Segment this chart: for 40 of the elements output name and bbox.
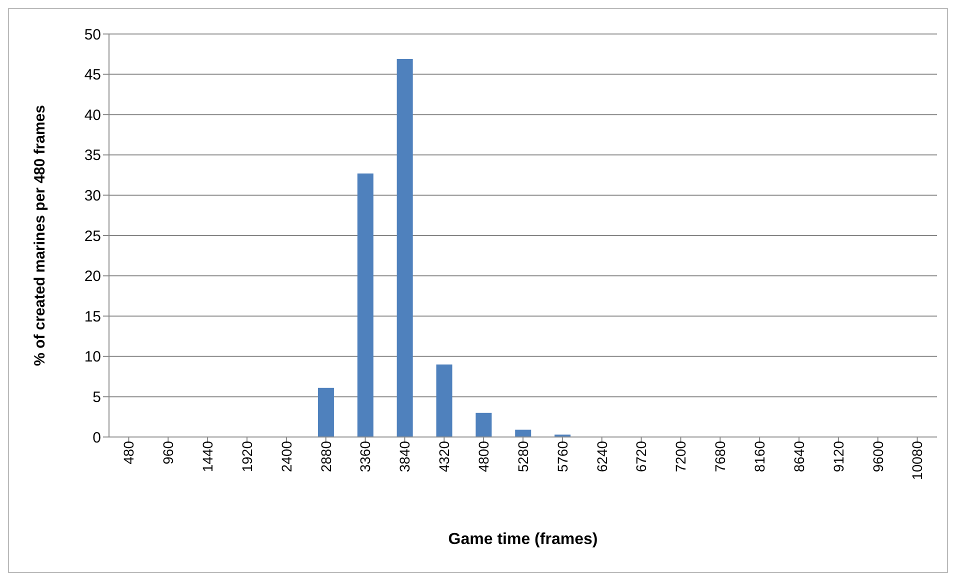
y-tick-label: 45	[84, 66, 101, 84]
x-tick-label: 3840	[396, 440, 413, 472]
x-tick-label: 7200	[672, 440, 689, 472]
x-tick-label: 960	[160, 440, 176, 464]
x-tick-label: 480	[120, 440, 137, 464]
x-tick-label: 1920	[238, 440, 255, 472]
y-tick-label: 15	[84, 308, 101, 326]
x-tick-label: 4800	[476, 440, 492, 472]
x-tick-label: 5280	[514, 440, 531, 472]
y-tick-label: 30	[84, 188, 101, 205]
x-tick-label: 7680	[712, 440, 728, 472]
x-tick-label: 4320	[436, 440, 452, 472]
x-tick-label: 1440	[200, 440, 216, 472]
y-tick-label: 5	[92, 389, 101, 406]
x-tick-label: 8160	[752, 440, 768, 472]
y-axis-title: % of created marines per 480 frames	[31, 105, 48, 366]
y-tick-label: 0	[92, 429, 101, 446]
x-tick-label: 9120	[830, 440, 846, 472]
x-axis-title: Game time (frames)	[448, 531, 598, 548]
x-tick-label: 6240	[594, 440, 610, 472]
bar	[318, 388, 334, 437]
x-tick-label: 2880	[318, 440, 334, 472]
y-tick-label: 50	[84, 26, 101, 44]
y-tick-label: 10	[84, 348, 101, 366]
x-tick-label: 5760	[554, 440, 570, 472]
y-tick-label: 35	[84, 147, 101, 164]
y-tick-label: 20	[84, 268, 101, 286]
x-tick-label: 8640	[790, 440, 807, 472]
x-tick-label: 6720	[633, 440, 650, 472]
bar	[357, 173, 374, 437]
bar	[515, 430, 532, 437]
x-tick-label: 10080	[909, 440, 926, 480]
x-tick-label: 9600	[870, 440, 886, 472]
bar	[436, 364, 452, 437]
y-tick-label: 40	[84, 106, 101, 124]
x-tick-label: 2400	[278, 440, 294, 472]
bar	[476, 412, 492, 437]
bar	[396, 58, 413, 437]
y-tick-label: 25	[84, 228, 101, 245]
x-tick-label: 3360	[357, 440, 374, 472]
